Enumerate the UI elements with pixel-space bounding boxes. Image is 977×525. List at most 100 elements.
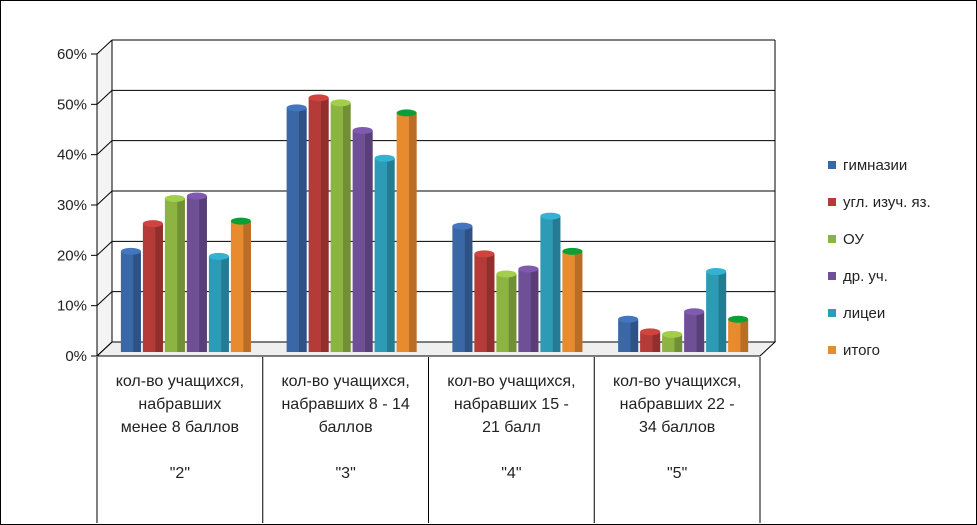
bar xyxy=(208,252,229,352)
bar-top xyxy=(120,247,141,255)
y-tick-label: 60% xyxy=(57,46,87,63)
bar-top xyxy=(308,94,329,102)
bar xyxy=(352,127,373,352)
bar xyxy=(728,315,749,352)
bar-top xyxy=(352,127,373,135)
bar xyxy=(120,247,141,352)
bar xyxy=(186,192,207,352)
category-label: менее 8 баллов xyxy=(121,419,239,436)
bar xyxy=(308,94,329,352)
bar-top xyxy=(330,99,351,107)
legend-swatch xyxy=(828,272,836,280)
bar xyxy=(540,212,561,352)
y-tick-label: 0% xyxy=(65,348,87,365)
bar-shade xyxy=(740,319,749,352)
bar xyxy=(496,270,517,352)
category-label: кол-во учащихся, xyxy=(281,373,409,390)
bar-top xyxy=(706,267,727,275)
bar xyxy=(684,308,705,352)
bar-top xyxy=(518,265,539,273)
bar-shade xyxy=(674,334,683,352)
bar-top xyxy=(374,154,395,162)
bar xyxy=(474,250,495,352)
category-label: 34 баллов xyxy=(639,419,715,436)
legend-swatch xyxy=(828,309,836,317)
bar-top xyxy=(452,222,473,230)
bar-shade xyxy=(718,271,727,352)
bar-shade xyxy=(155,223,163,352)
side-gridline xyxy=(96,140,113,156)
bar-top xyxy=(208,252,229,260)
plot-area: 0% 10% 20% 30% 40% 50% 60% кол-во учащихся, набр… xyxy=(57,39,777,523)
category-label: кол-во учащихся, xyxy=(447,373,575,390)
bar-shade xyxy=(343,102,351,352)
side-gridline xyxy=(96,39,113,55)
bar-shade xyxy=(409,112,417,353)
side-gridline xyxy=(96,190,113,206)
bar xyxy=(396,109,417,353)
bar xyxy=(562,247,583,352)
category-label: "3" xyxy=(335,465,355,482)
y-tick-label: 50% xyxy=(57,96,87,113)
bar-top xyxy=(142,220,163,228)
bar-top xyxy=(286,104,307,112)
bar-shade xyxy=(365,130,373,352)
bar xyxy=(164,194,185,352)
bar-shade xyxy=(243,221,251,352)
legend: гимназии угл. изуч. яз. ОУ др. уч. лицеи итог… xyxy=(828,157,931,359)
legend-label: угл. изуч. яз. xyxy=(843,194,931,211)
legend-label: итого xyxy=(843,342,880,359)
bar xyxy=(640,328,661,352)
legend-label: ОУ xyxy=(843,231,864,248)
y-tick-label: 10% xyxy=(57,298,87,315)
bar-shade xyxy=(486,253,495,352)
bar-shade xyxy=(387,158,395,352)
bar-top xyxy=(728,315,749,323)
bar xyxy=(142,220,163,352)
bar-shade xyxy=(530,268,539,352)
bar-shade xyxy=(630,319,639,352)
legend-swatch xyxy=(828,235,836,243)
category-label: 21 балл xyxy=(482,419,541,436)
bar-shade xyxy=(696,311,705,352)
bar-shade xyxy=(574,251,583,352)
bar-top xyxy=(496,270,517,278)
bar xyxy=(452,222,473,352)
side-gridline xyxy=(96,240,113,256)
bar xyxy=(286,104,307,352)
bar-shade xyxy=(652,331,661,352)
bar-shade xyxy=(177,198,185,352)
bar-top xyxy=(540,212,561,220)
legend-swatch xyxy=(828,346,836,354)
bar-top xyxy=(396,109,417,117)
bar-top xyxy=(684,308,705,316)
category-label: "2" xyxy=(170,465,190,482)
bar-top xyxy=(662,330,683,338)
category-label: набравших 8 - 14 xyxy=(281,396,409,413)
y-tick-label: 30% xyxy=(57,197,87,214)
side-gridline xyxy=(96,341,113,357)
category-label: "4" xyxy=(501,465,521,482)
bar xyxy=(518,265,539,352)
category-label: "5" xyxy=(667,465,687,482)
bar-top xyxy=(186,192,207,200)
category-label: баллов xyxy=(319,419,373,436)
bar-top xyxy=(618,315,639,323)
bar-top xyxy=(474,250,495,258)
legend-swatch xyxy=(828,161,836,169)
bar-shade xyxy=(464,226,473,352)
bar-top xyxy=(164,194,185,202)
legend-label: др. уч. xyxy=(843,268,888,285)
category-label: кол-во учащихся, xyxy=(613,373,741,390)
legend-label: гимназии xyxy=(843,157,907,174)
bar-shade xyxy=(299,107,307,352)
legend-swatch xyxy=(828,198,836,206)
bar xyxy=(330,99,351,352)
category-label: набравших 15 - xyxy=(454,396,569,413)
side-gridline xyxy=(96,89,113,105)
bar xyxy=(662,330,683,352)
y-tick-label: 40% xyxy=(57,147,87,164)
bar xyxy=(374,154,395,352)
bar-shade xyxy=(508,273,517,352)
